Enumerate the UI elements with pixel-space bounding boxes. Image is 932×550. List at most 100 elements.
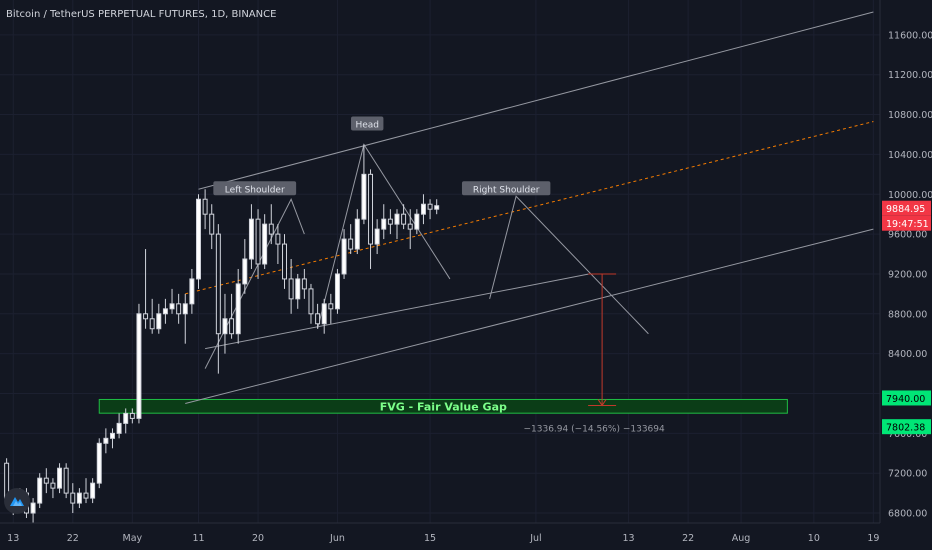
candle[interactable]: [103, 428, 109, 454]
candle[interactable]: [255, 209, 261, 279]
candle[interactable]: [381, 204, 387, 240]
candle[interactable]: [70, 483, 76, 514]
price-axis[interactable]: 6800.00 7200.00 7600.00 8400.00 8800.00 9200.…: [879, 0, 932, 550]
price-tick-label: 6800.00: [888, 509, 927, 520]
candle[interactable]: [162, 298, 168, 324]
candle-body: [136, 313, 142, 419]
candle[interactable]: [37, 473, 43, 509]
candle[interactable]: [248, 204, 254, 269]
candle[interactable]: [209, 204, 215, 250]
left-shoulder-line[interactable]: [204, 198, 305, 369]
candle[interactable]: [189, 268, 195, 314]
candle[interactable]: [129, 408, 135, 424]
candle[interactable]: [96, 438, 102, 489]
candle-body: [387, 218, 393, 225]
annotation-labels[interactable]: Left Shoulder Head Right Shoulder: [213, 116, 551, 196]
channel-upper-line[interactable]: [198, 11, 874, 190]
candle[interactable]: [182, 293, 188, 344]
candle[interactable]: [268, 204, 274, 245]
candle[interactable]: [57, 463, 63, 494]
candle[interactable]: [275, 224, 281, 264]
candles[interactable]: [4, 144, 440, 523]
candle[interactable]: [374, 219, 380, 255]
candle[interactable]: [143, 249, 149, 329]
tradingview-logo[interactable]: [4, 488, 30, 514]
fvg-top-tag[interactable]: 7940.00: [886, 394, 925, 405]
candle[interactable]: [50, 478, 56, 499]
candle[interactable]: [109, 428, 115, 449]
candle-body: [407, 223, 413, 230]
candle[interactable]: [43, 468, 49, 494]
candle[interactable]: [222, 293, 228, 354]
candle-body: [420, 203, 426, 215]
candle[interactable]: [387, 209, 393, 235]
candle[interactable]: [295, 273, 301, 309]
candle-body: [334, 273, 340, 310]
time-axis[interactable]: 13 22 May 11 20 Jun 15 Jul 13 22 Aug 10 19: [0, 522, 880, 550]
candle[interactable]: [63, 463, 69, 499]
candle[interactable]: [30, 498, 36, 523]
fvg-bottom-tag[interactable]: 7802.38: [886, 423, 925, 434]
candle-body: [90, 482, 96, 499]
left-shoulder-label-text: Left Shoulder: [225, 185, 285, 195]
channel-lower-line[interactable]: [185, 228, 874, 404]
candle[interactable]: [90, 478, 96, 504]
time-tick-label: 13: [623, 533, 635, 544]
candle[interactable]: [321, 298, 327, 334]
drawing-lines[interactable]: −1336.94 (−14.56%) −133694: [185, 11, 874, 434]
candle[interactable]: [76, 488, 82, 509]
candle[interactable]: [348, 224, 354, 255]
candle[interactable]: [361, 144, 367, 225]
candle[interactable]: [116, 413, 122, 439]
candle[interactable]: [288, 259, 294, 314]
candle[interactable]: [427, 199, 433, 220]
fvg-box[interactable]: [98, 398, 788, 414]
candle[interactable]: [136, 303, 142, 424]
right-shoulder-label[interactable]: Right Shoulder: [461, 181, 551, 196]
neckline[interactable]: [205, 273, 589, 350]
candle[interactable]: [262, 214, 268, 269]
candle[interactable]: [420, 194, 426, 225]
candle[interactable]: [176, 293, 182, 324]
candle[interactable]: [368, 169, 374, 269]
channel-midline[interactable]: [185, 121, 874, 295]
candle[interactable]: [202, 189, 208, 230]
candle[interactable]: [434, 199, 440, 215]
head-label[interactable]: Head: [351, 116, 384, 131]
candle[interactable]: [242, 239, 248, 294]
candle-body: [282, 243, 287, 280]
candle-body: [255, 218, 261, 265]
left-shoulder-label[interactable]: Left Shoulder: [213, 181, 297, 196]
candle[interactable]: [282, 234, 287, 289]
candle[interactable]: [394, 209, 400, 240]
candle[interactable]: [123, 408, 129, 434]
candle[interactable]: [149, 298, 155, 334]
candle[interactable]: [235, 268, 241, 344]
candle[interactable]: [215, 224, 221, 374]
right-shoulder-line[interactable]: [489, 195, 649, 335]
candle[interactable]: [83, 478, 89, 504]
fvg-bottom-tag-bg: [882, 419, 931, 435]
fvg-zone[interactable]: FVG - Fair Value Gap: [98, 398, 788, 414]
last-price-tag[interactable]: 9884.95: [886, 204, 925, 215]
candle-body: [209, 213, 215, 235]
candle[interactable]: [156, 303, 162, 334]
candle[interactable]: [334, 268, 340, 314]
countdown-tag[interactable]: 19:47:51: [886, 219, 929, 230]
candle[interactable]: [328, 293, 334, 324]
candle[interactable]: [308, 283, 314, 324]
candle[interactable]: [169, 288, 175, 314]
candle[interactable]: [229, 293, 235, 339]
candle[interactable]: [301, 268, 307, 299]
candle-body: [143, 313, 149, 320]
candle[interactable]: [414, 209, 420, 235]
logo-icon: [10, 497, 24, 506]
candle[interactable]: [401, 204, 407, 230]
candle[interactable]: [315, 303, 321, 329]
candle[interactable]: [407, 209, 413, 250]
candle[interactable]: [354, 209, 360, 255]
candle[interactable]: [341, 229, 347, 279]
candle[interactable]: [196, 194, 201, 289]
candle-body: [43, 477, 49, 484]
